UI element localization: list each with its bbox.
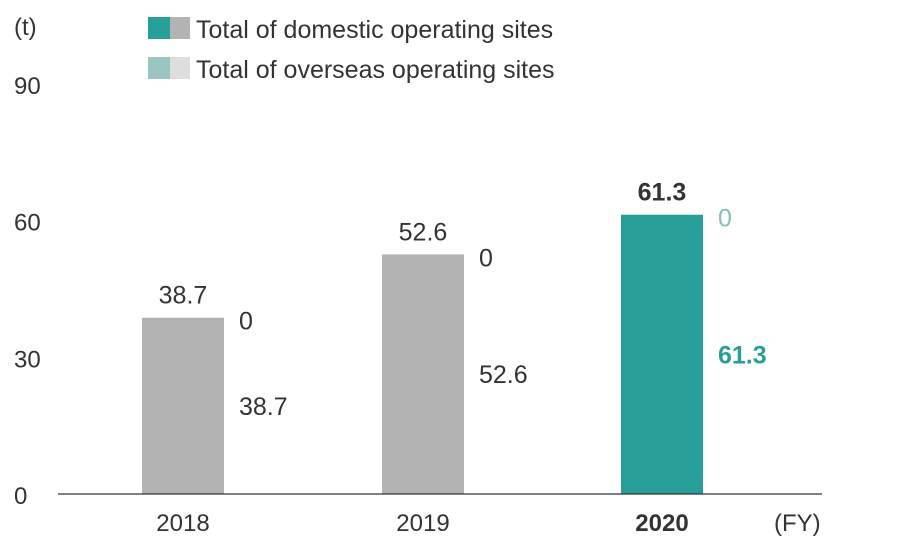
- bars: [142, 214, 703, 494]
- legend-swatch-overseas-other: [170, 57, 190, 79]
- total-label-2018: 38.7: [159, 282, 208, 310]
- y-tick-label: 30: [14, 346, 41, 373]
- overseas-value-label-2019: 0: [479, 244, 493, 272]
- overseas-value-label-2020: 0: [718, 205, 732, 233]
- y-tick-label: 90: [14, 73, 41, 100]
- domestic-value-label-2020: 61.3: [718, 341, 767, 369]
- bar-domestic-2019: [382, 254, 464, 494]
- x-tick-label-2020: 2020: [635, 510, 688, 537]
- domestic-value-label-2018: 38.7: [239, 393, 288, 421]
- legend-swatch-overseas-highlight: [148, 57, 170, 79]
- y-tick-label: 60: [14, 210, 41, 237]
- legend-label-domestic: Total of domestic operating sites: [196, 16, 553, 44]
- x-axis-label: (FY): [774, 510, 821, 537]
- data-labels: 38.7 0 38.7 52.6 0 52.6 61.3 0 61.3: [159, 179, 767, 421]
- domestic-value-label-2019: 52.6: [479, 361, 528, 389]
- total-label-2019: 52.6: [399, 218, 448, 246]
- legend-swatch-domestic-highlight: [148, 17, 170, 39]
- x-tick-label-2018: 2018: [156, 510, 209, 537]
- y-axis-label: (t): [14, 14, 37, 41]
- x-tick-label-2019: 2019: [396, 510, 449, 537]
- total-label-2020: 61.3: [638, 179, 687, 207]
- bar-domestic-2020: [621, 214, 703, 494]
- y-axis-ticks: 0 30 60 90: [14, 73, 41, 510]
- legend-label-overseas: Total of overseas operating sites: [196, 56, 555, 84]
- overseas-value-label-2018: 0: [239, 308, 253, 336]
- x-axis-ticks: 2018 2019 2020: [156, 510, 688, 537]
- legend-swatch-domestic-other: [170, 17, 190, 39]
- y-tick-label: 0: [14, 483, 27, 510]
- bar-domestic-2018: [142, 317, 224, 494]
- legend: Total of domestic operating sites Total …: [148, 16, 555, 84]
